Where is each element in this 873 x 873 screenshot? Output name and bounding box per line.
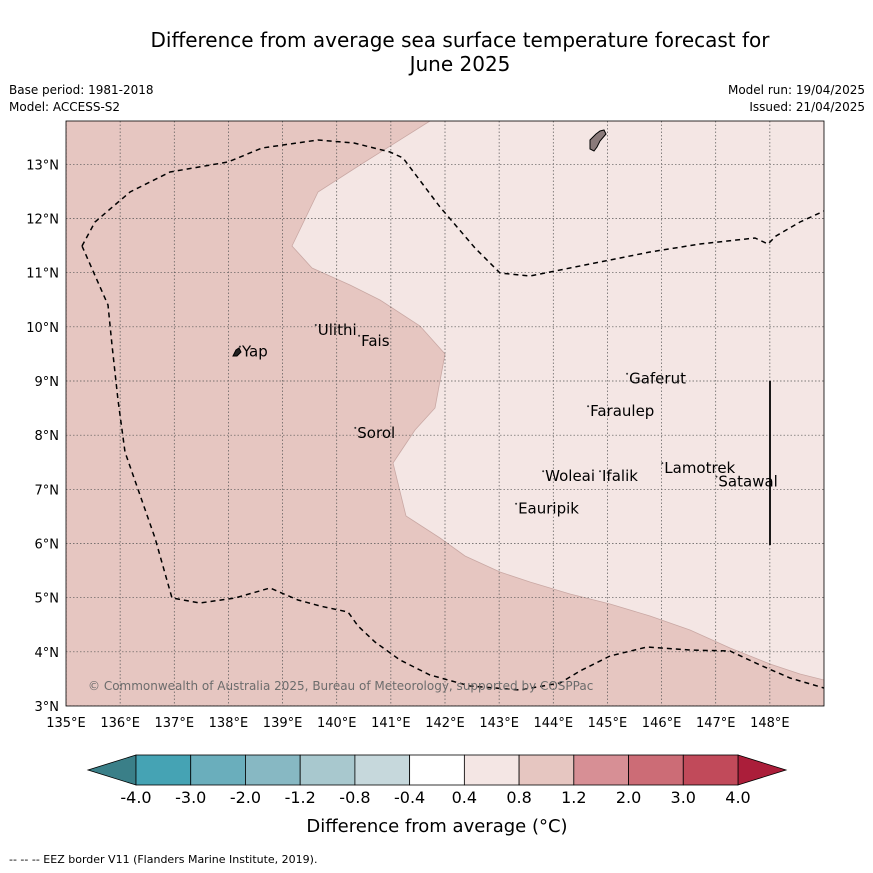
colorbar-tick-label: 2.0 <box>616 788 641 807</box>
eez-legend-note: -- -- -- EEZ border V11 (Flanders Marine… <box>9 853 318 866</box>
lon-tick-label: 143°E <box>479 716 519 731</box>
title-line-1: Difference from average sea surface temp… <box>150 28 770 52</box>
lon-tick-label: 141°E <box>371 716 411 731</box>
lat-tick-label: 13°N <box>26 158 59 173</box>
colorbar-segment <box>518 754 575 786</box>
island-dot <box>354 426 357 429</box>
model-name: Model: ACCESS-S2 <box>9 100 121 114</box>
meta-right: Model run: 19/04/2025 Issued: 21/04/2025 <box>728 82 865 116</box>
place-label: Eauripik <box>518 500 579 518</box>
island-dot <box>661 462 664 465</box>
guam-island <box>589 129 607 152</box>
colorbar-segment <box>354 754 411 786</box>
colorbar-tick-label: -0.4 <box>394 788 425 807</box>
model-run: Model run: 19/04/2025 <box>727 83 865 97</box>
lon-tick-label: 148°E <box>750 716 790 731</box>
lat-tick-label: 5°N <box>35 592 60 607</box>
lon-tick-labels: 135°E 136°E 137°E 138°E 139°E 140°E 141°E 142°E… <box>46 716 789 731</box>
lon-tick-label: 142°E <box>425 716 465 731</box>
place-label: Ifalik <box>602 467 638 485</box>
colorbar-segments <box>135 754 739 786</box>
colorbar-tick-labels: -4.0 -3.0 -2.0 -1.2 -0.8 -0.4 0.4 0.8 1.2 2.0 3.0 4… <box>120 788 750 807</box>
lat-tick-label: 6°N <box>35 538 60 553</box>
place-label: Lamotrek <box>664 459 735 477</box>
place-label: Woleai <box>545 467 595 485</box>
colorbar-tick-label: 3.0 <box>671 788 696 807</box>
eez-border <box>81 139 824 691</box>
island-dot <box>715 475 718 478</box>
place-label: Faraulep <box>590 402 654 420</box>
colorbar-segment <box>190 754 246 786</box>
lon-gridlines <box>66 121 771 706</box>
lat-tick-label: 7°N <box>35 483 60 498</box>
lat-tick-label: 11°N <box>26 267 59 282</box>
lon-tick-label: 139°E <box>263 716 303 731</box>
lat-tick-label: 3°N <box>35 700 60 715</box>
place-label: Ulithi <box>318 321 357 339</box>
chart-title: Difference from average sea surface temp… <box>60 28 860 76</box>
colorbar: -4.0 -3.0 -2.0 -1.2 -0.8 -0.4 0.4 0.8 1.2 2.0 3.0 4… <box>86 754 788 837</box>
colorbar-segment <box>135 754 192 786</box>
lat-tick-label: 8°N <box>35 429 60 444</box>
yap-island <box>232 347 242 357</box>
island-dot <box>358 334 361 337</box>
place-label: Sorol <box>357 424 395 442</box>
lon-tick-label: 140°E <box>317 716 357 731</box>
colorbar-segment <box>245 754 301 786</box>
colorbar-label: Difference from average (°C) <box>306 816 567 837</box>
colorbar-segment <box>299 754 356 786</box>
colorbar-tick-label: 0.8 <box>506 788 531 807</box>
colorbar-tick-label: -1.2 <box>285 788 316 807</box>
issued-date: Issued: 21/04/2025 <box>749 100 865 114</box>
place-label: Yap <box>241 343 268 361</box>
map-frame <box>65 120 825 707</box>
base-period: Base period: 1981-2018 <box>9 83 154 97</box>
lat-tick-label: 4°N <box>35 646 60 661</box>
colorbar-tick-label: -2.0 <box>230 788 261 807</box>
title-line-2: June 2025 <box>409 52 511 76</box>
lon-tick-label: 144°E <box>534 716 574 731</box>
colorbar-tick-label: 0.4 <box>452 788 477 807</box>
colorbar-segment <box>628 754 684 786</box>
island-dots <box>238 323 718 505</box>
colorbar-segment <box>573 754 629 786</box>
place-label: Fais <box>361 332 390 350</box>
colorbar-segment <box>409 754 465 786</box>
lat-tick-label: 10°N <box>26 321 59 336</box>
place-label: Satawal <box>718 473 777 491</box>
island-dot <box>599 470 602 473</box>
island-dot <box>314 323 317 326</box>
colorbar-tick-label: -4.0 <box>120 788 151 807</box>
colorbar-over-arrow <box>737 754 788 786</box>
meta-left: Base period: 1981-2018 Model: ACCESS-S2 <box>9 82 154 116</box>
lon-tick-label: 137°E <box>155 716 195 731</box>
island-dot <box>587 405 590 408</box>
lon-tick-label: 135°E <box>46 716 86 731</box>
colorbar-segment <box>682 754 739 786</box>
mild-anomaly-region <box>291 121 824 681</box>
colorbar-tick-label: 1.2 <box>561 788 586 807</box>
colorbar-segment <box>463 754 520 786</box>
place-label: Gaferut <box>629 370 686 388</box>
lon-tick-label: 138°E <box>209 716 249 731</box>
island-dot <box>542 470 545 473</box>
lat-tick-label: 9°N <box>35 375 60 390</box>
island-dot <box>626 372 629 375</box>
island-dot <box>238 345 241 348</box>
lon-tick-label: 136°E <box>100 716 140 731</box>
lon-tick-label: 145°E <box>588 716 628 731</box>
colorbar-tick-label: 4.0 <box>725 788 750 807</box>
copyright-notice: © Commonwealth of Australia 2025, Bureau… <box>88 679 593 693</box>
colorbar-tick-label: -0.8 <box>339 788 370 807</box>
lon-tick-label: 146°E <box>642 716 682 731</box>
island-dot <box>515 502 518 505</box>
colorbar-tick-label: -3.0 <box>175 788 206 807</box>
lat-tick-label: 12°N <box>26 213 59 228</box>
lon-tick-label: 147°E <box>696 716 736 731</box>
lat-tick-labels: 3°N 4°N 5°N 6°N 7°N 8°N 9°N 10°N 11°N 12°N 13°N <box>26 158 59 715</box>
colorbar-under-arrow <box>86 754 137 786</box>
